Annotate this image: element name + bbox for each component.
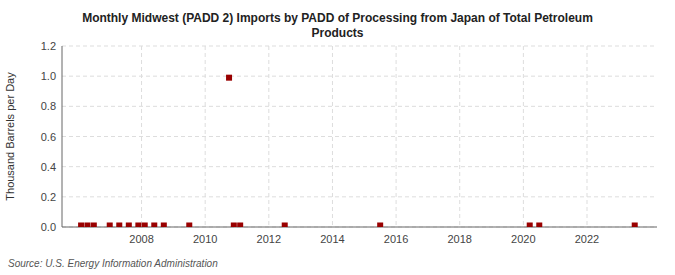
y-grid-line <box>62 106 657 107</box>
y-axis-line <box>62 46 63 227</box>
y-grid-line <box>62 227 657 228</box>
point <box>536 222 542 227</box>
y-tick-label: 1.2 <box>41 40 56 52</box>
title: Monthly Midwest (PADD 2) Imports by PADD… <box>82 11 593 40</box>
x-grid-line <box>268 46 269 227</box>
point <box>282 222 288 227</box>
point <box>126 222 132 227</box>
y-tick-label: 0.4 <box>41 161 56 173</box>
x-grid-line <box>523 46 524 227</box>
x-tick-label: 2016 <box>384 233 408 245</box>
y-tick-label: 0.2 <box>41 191 56 203</box>
point <box>151 222 157 227</box>
x-tick-label: 2010 <box>193 233 217 245</box>
point <box>91 222 97 227</box>
x-grid-line <box>396 46 397 227</box>
x-grid-line <box>332 46 333 227</box>
point <box>116 222 122 227</box>
point <box>527 222 533 227</box>
grid <box>62 46 657 227</box>
x-grid-line <box>205 46 206 227</box>
x-grid-line <box>587 46 588 227</box>
point <box>377 222 383 227</box>
point <box>632 222 638 227</box>
annotation: Source: U.S. Energy Information Administ… <box>8 258 218 269</box>
point <box>107 222 113 227</box>
point <box>226 75 232 81</box>
x-tick-label: 2020 <box>511 233 535 245</box>
point <box>142 222 148 227</box>
y-grid-line <box>62 196 657 197</box>
x-tick-label: 2018 <box>447 233 471 245</box>
point <box>186 222 192 227</box>
chart: Monthly Midwest (PADD 2) Imports by PADD… <box>0 0 675 275</box>
points <box>78 75 638 227</box>
x-axis-line <box>62 227 657 228</box>
point <box>161 222 167 227</box>
x-tick-label: 2008 <box>129 233 153 245</box>
point <box>231 222 237 227</box>
y-grid-line <box>62 76 657 77</box>
y-tick-label: 0.0 <box>41 221 56 233</box>
point <box>84 222 90 227</box>
y-tick-label: 0.6 <box>41 131 56 143</box>
x-tick-label: 2012 <box>257 233 281 245</box>
y-tick-label: 1.0 <box>41 70 56 82</box>
point <box>237 222 243 227</box>
y-grid-line <box>62 46 657 47</box>
y-axis-label: Thousand Barrels per Day <box>4 72 16 201</box>
x-grid-line <box>141 46 142 227</box>
x-tick-label: 2022 <box>575 233 599 245</box>
y-tick-label: 0.8 <box>41 100 56 112</box>
point <box>78 222 84 227</box>
y-grid-line <box>62 166 657 167</box>
point <box>135 222 141 227</box>
x-grid-line <box>459 46 460 227</box>
x-tick-label: 2014 <box>320 233 344 245</box>
y-grid-line <box>62 136 657 137</box>
